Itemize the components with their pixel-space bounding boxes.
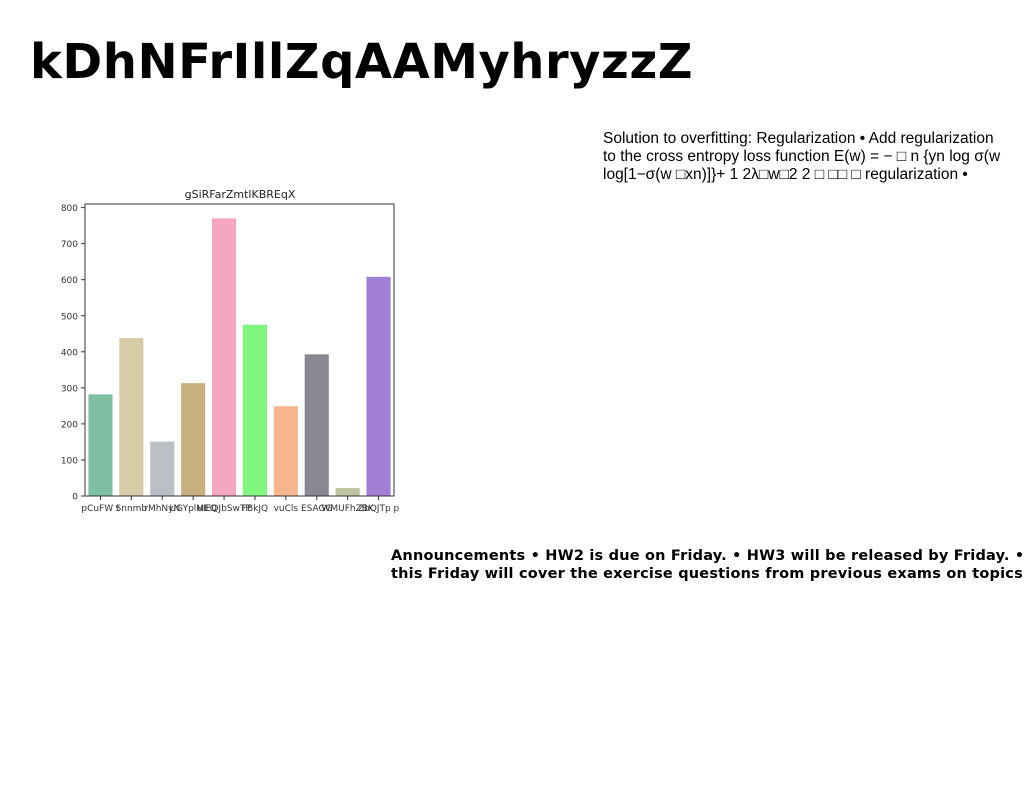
announcement-line: this Friday will cover the exercise ques… xyxy=(391,566,1023,582)
slide-title: kDhNFrIllZqAAMyhryzzZ xyxy=(30,34,694,90)
y-tick-label: 400 xyxy=(61,348,78,358)
x-tick-label: FBkJQ xyxy=(242,504,268,514)
bar xyxy=(366,276,391,496)
y-tick-label: 300 xyxy=(61,384,78,394)
overfitting-line: to the cross entropy loss function E(w) … xyxy=(603,148,1001,165)
x-tick-label: UGYplMEQ xyxy=(169,504,216,514)
x-tick-label: pCuFW t xyxy=(81,504,120,514)
x-tick-label: ESAGG xyxy=(301,504,333,514)
bar xyxy=(181,383,206,496)
x-tick-label: rMhNyN xyxy=(144,504,180,514)
bar xyxy=(242,324,268,496)
bar xyxy=(88,394,113,496)
y-tick-label: 600 xyxy=(61,276,78,286)
y-tick-label: 700 xyxy=(61,240,78,250)
y-tick-label: 200 xyxy=(61,420,78,430)
x-tick-label: vuCls xyxy=(274,504,299,514)
overfitting-line: log[1−σ(w □xn)]}+ 1 2λ□w□2 2 □ □□ □ regu… xyxy=(603,166,968,183)
y-tick-label: 800 xyxy=(61,204,78,214)
bar xyxy=(273,406,298,496)
x-tick-label: WMUFhZBK xyxy=(321,504,374,514)
x-tick-label: ZbQJTp p xyxy=(358,504,400,514)
axes-frame xyxy=(84,203,395,497)
x-tick-label: uIEQJbSwTP xyxy=(197,504,251,514)
overfitting-line: Solution to overfitting: Regularization … xyxy=(603,130,994,147)
announcement-line: Announcements • HW2 is due on Friday. • … xyxy=(391,548,1024,564)
announcements-paragraph: Announcements • HW2 is due on Friday. • … xyxy=(391,547,1024,587)
plot-area: 0 100 200 300 400 500 600 700 800 pCuFW tSnnmbrMh… xyxy=(61,203,400,514)
y-tick-label: 500 xyxy=(61,312,78,322)
bar xyxy=(150,441,175,496)
overfitting-paragraph: Solution to overfitting: Regularization … xyxy=(603,130,1024,186)
bar-chart: gSiRFarZmtlKBREqX 0 100 200 300 400 500 600 700… xyxy=(61,188,400,514)
x-tick-label: Snnmb xyxy=(116,504,148,514)
y-tick-label: 0 xyxy=(72,493,78,503)
bar xyxy=(211,218,237,497)
y-tick-label: 100 xyxy=(61,456,78,466)
bar xyxy=(335,488,360,496)
bar xyxy=(304,354,329,496)
chart-title: gSiRFarZmtlKBREqX xyxy=(185,188,296,201)
bar xyxy=(119,338,144,496)
